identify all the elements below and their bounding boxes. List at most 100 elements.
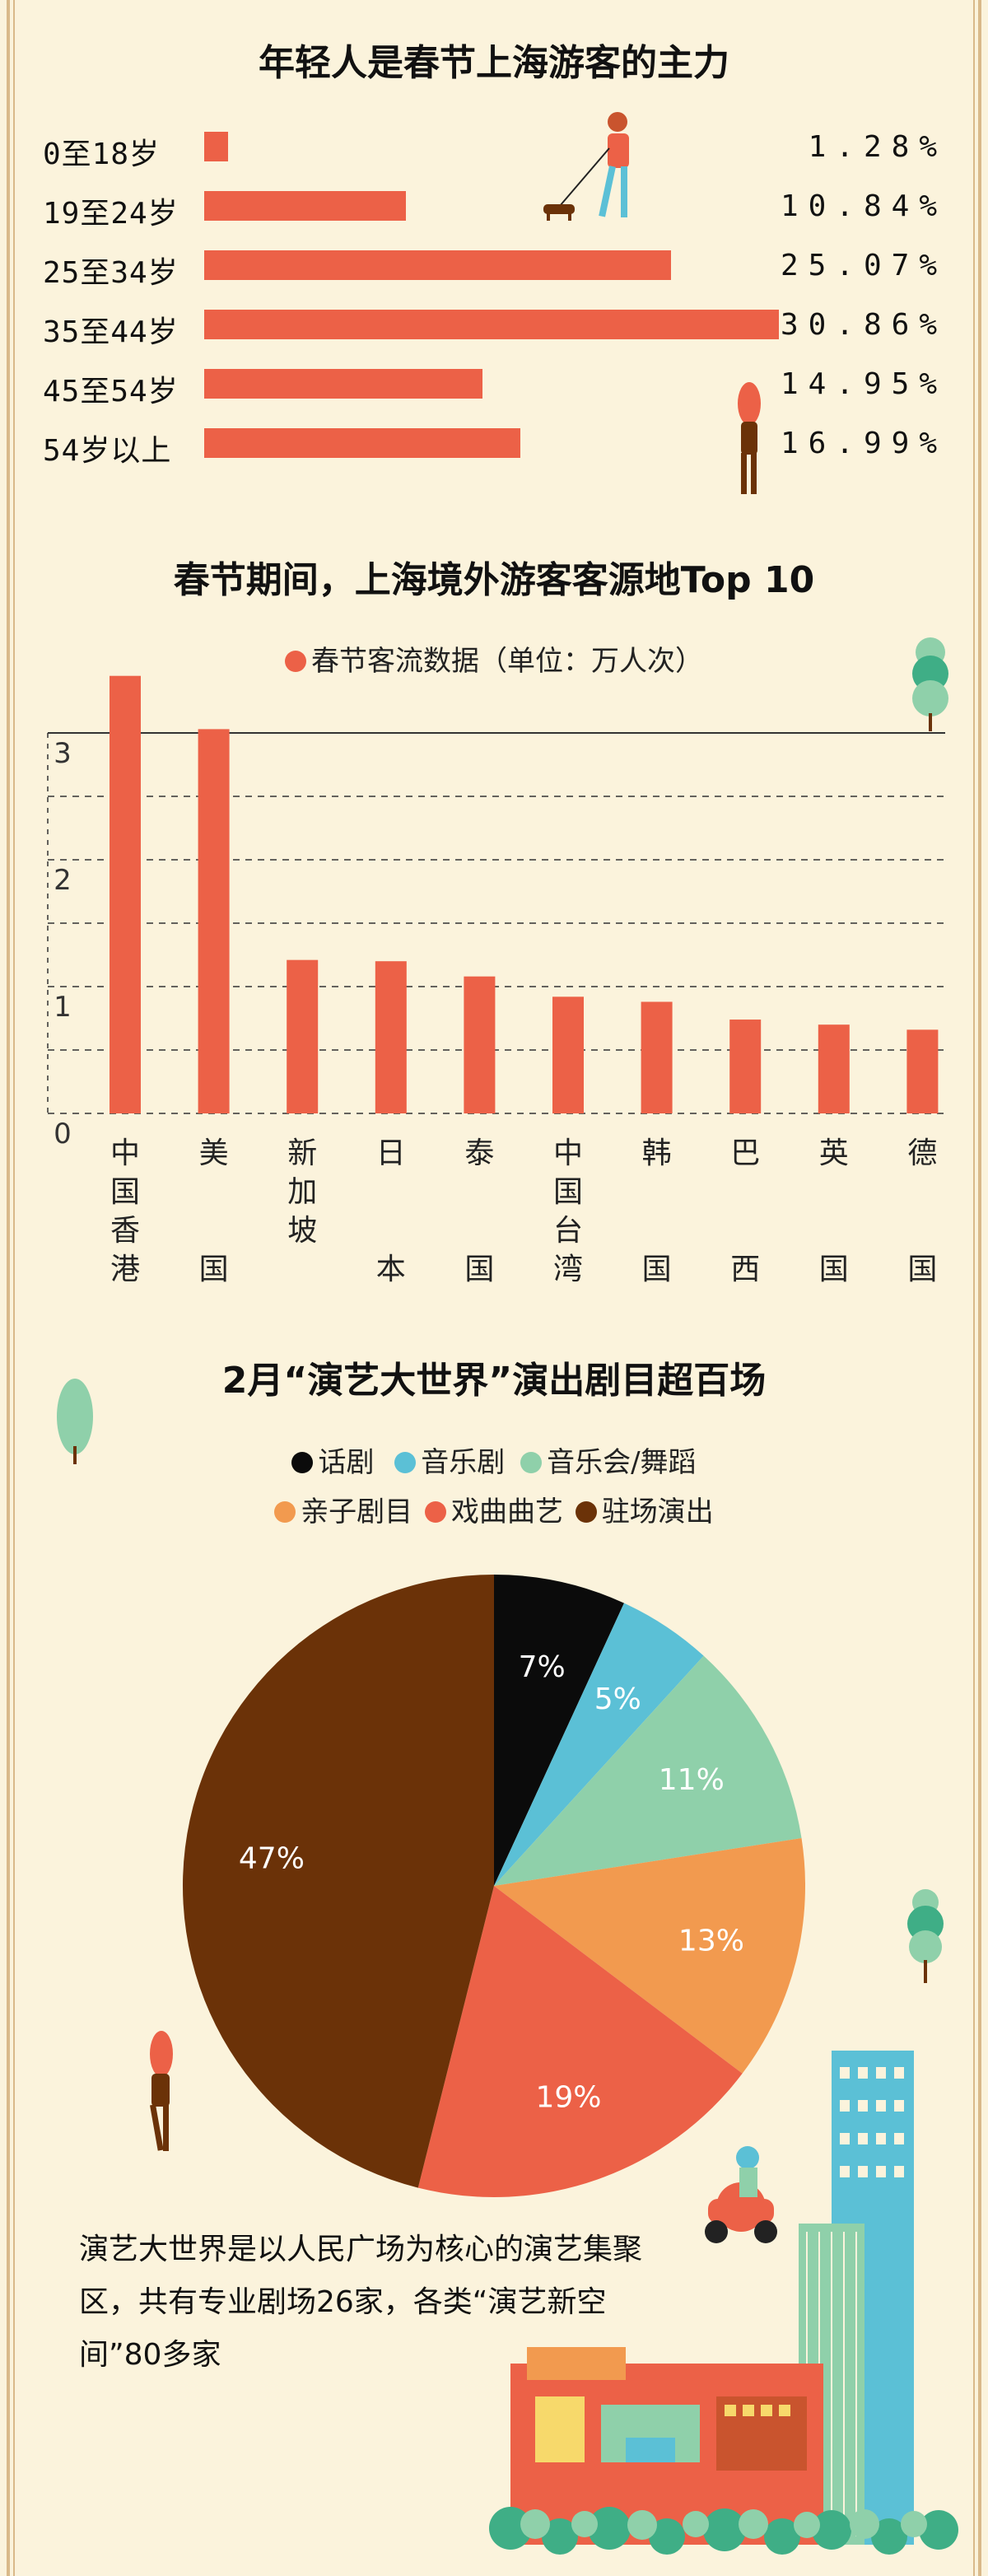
x-tick-label: 国 xyxy=(819,1253,849,1286)
age-bar xyxy=(204,428,521,458)
legend-label-resident: 驻场演出 xyxy=(601,1496,714,1528)
woman-standing-illustration xyxy=(738,382,761,494)
age-label: 25至34岁 xyxy=(43,256,179,290)
person-walking-dog-illustration xyxy=(543,112,629,221)
district-description: 演艺大世界是以人民广场为核心的演艺集聚区，共有专业剧场26家，各类“演艺新空间”… xyxy=(79,2233,643,2372)
pie-slice-label: 19% xyxy=(535,2081,601,2115)
tree-icon xyxy=(912,637,948,731)
x-tick-label: 港 xyxy=(110,1253,140,1286)
legend-dot xyxy=(285,650,306,672)
pie-slice xyxy=(494,1575,624,1886)
pie-slice-label: 11% xyxy=(659,1763,725,1797)
age-chart-title: 年轻人是春节上海游客的主力 xyxy=(259,42,729,84)
legend-dot xyxy=(291,1451,314,1473)
x-tick-label: 台 xyxy=(553,1214,583,1248)
tree-icon xyxy=(907,1889,944,1983)
x-tick-label: 国 xyxy=(464,1253,494,1286)
legend-dot xyxy=(274,1500,296,1523)
pie-slice xyxy=(182,1575,494,2188)
city-buildings-illustration xyxy=(489,2051,958,2555)
legend-label-family: 亲子剧目 xyxy=(301,1496,413,1528)
origin-legend: 春节客流数据（单位：万人次） xyxy=(0,638,988,679)
x-tick-label: 韩 xyxy=(642,1136,672,1170)
x-tick-label: 泰 xyxy=(464,1136,494,1170)
woman-walking-illustration xyxy=(150,2031,173,2151)
origin-bar xyxy=(110,675,141,1113)
x-tick-label: 美 xyxy=(199,1136,229,1170)
age-value-label: 10.84% xyxy=(780,189,947,223)
x-tick-label: 湾 xyxy=(553,1253,583,1286)
age-value-label: 30.86% xyxy=(780,308,947,342)
age-value-label: 25.07% xyxy=(780,249,947,282)
legend-dot xyxy=(394,1451,417,1473)
age-bar xyxy=(204,310,779,339)
age-label: 19至24岁 xyxy=(43,197,179,231)
pie-slice xyxy=(494,1603,704,1886)
age-bar xyxy=(204,369,483,399)
origin-chart-title: 春节期间，上海境外游客客源地Top 10 xyxy=(173,559,815,601)
page-border xyxy=(7,0,981,2576)
legend-label-opera: 戏曲曲艺 xyxy=(451,1496,563,1528)
x-tick-label: 坡 xyxy=(287,1214,317,1248)
x-tick-label: 日 xyxy=(376,1136,406,1170)
origin-bar xyxy=(552,996,584,1113)
x-tick-label: 本 xyxy=(376,1253,406,1286)
pie-slice-label: 7% xyxy=(519,1650,566,1684)
origin-bar xyxy=(375,961,407,1113)
age-label: 54岁以上 xyxy=(43,434,172,468)
x-tick-label: 加 xyxy=(287,1175,317,1209)
legend-dot xyxy=(575,1500,597,1523)
age-label: 35至44岁 xyxy=(43,315,179,349)
x-tick-label: 国 xyxy=(199,1253,229,1286)
x-tick-label: 国 xyxy=(907,1253,937,1286)
legend-label-drama: 话剧 xyxy=(318,1446,375,1479)
age-label: 0至18岁 xyxy=(43,138,161,171)
x-tick-label: 中 xyxy=(110,1136,140,1170)
age-value-label: 14.95% xyxy=(780,367,947,401)
x-tick-label: 德 xyxy=(907,1136,937,1170)
pie-legend-row-1: 话剧 音乐剧 音乐会/舞蹈 xyxy=(0,1440,988,1480)
pie-slice xyxy=(494,1655,802,1886)
tree-icon xyxy=(57,1379,93,1464)
pie-slice xyxy=(494,1838,805,2074)
origin-bar xyxy=(818,1024,850,1113)
x-tick-label: 国 xyxy=(642,1253,672,1286)
pie-slice-label: 47% xyxy=(239,1842,305,1876)
x-tick-label: 香 xyxy=(110,1214,140,1248)
performance-pie-chart: 7% 5% 11% 13% 19% 47% xyxy=(182,1575,805,2197)
y-tick-label: 1 xyxy=(54,991,72,1024)
y-tick-label: 2 xyxy=(54,864,72,897)
age-value-label: 16.99% xyxy=(780,427,947,460)
y-tick-label: 3 xyxy=(54,737,72,770)
origin-bar xyxy=(641,1001,673,1113)
origin-bar xyxy=(906,1029,939,1113)
age-value-label: 1.28% xyxy=(808,130,947,164)
origin-bar xyxy=(198,729,230,1113)
pie-slice-label: 5% xyxy=(594,1682,641,1716)
x-tick-label: 英 xyxy=(819,1136,849,1170)
origin-bar xyxy=(464,976,496,1113)
x-tick-label: 国 xyxy=(553,1175,583,1209)
x-tick-label: 中 xyxy=(553,1136,583,1170)
legend-dot xyxy=(520,1451,543,1473)
pie-slice xyxy=(417,1886,743,2197)
age-bar xyxy=(204,132,228,161)
x-tick-label: 国 xyxy=(110,1175,140,1209)
age-bar xyxy=(204,250,672,280)
pie-legend-row-2: 亲子剧目 戏曲曲艺 驻场演出 xyxy=(0,1489,988,1529)
pie-chart-title: 2月“演艺大世界”演出剧目超百场 xyxy=(221,1360,767,1402)
x-tick-label: 新 xyxy=(287,1136,317,1170)
x-tick-label: 巴 xyxy=(730,1136,760,1170)
legend-label-musical: 音乐剧 xyxy=(421,1446,506,1479)
pie-slice-label: 13% xyxy=(678,1924,744,1958)
legend-dot xyxy=(425,1500,446,1523)
origin-legend-label: 春节客流数据（单位：万人次） xyxy=(311,645,703,678)
legend-label-concert-dance: 音乐会/舞蹈 xyxy=(547,1446,697,1479)
origin-bar xyxy=(729,1020,762,1113)
x-tick-label: 西 xyxy=(730,1253,760,1286)
age-label: 45至54岁 xyxy=(43,375,179,408)
age-bar xyxy=(204,191,407,221)
origin-bar xyxy=(287,959,319,1113)
y-tick-label: 0 xyxy=(54,1118,72,1150)
